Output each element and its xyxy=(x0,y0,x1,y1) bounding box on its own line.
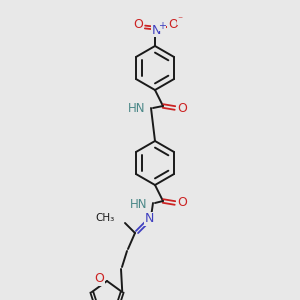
Text: O: O xyxy=(168,17,178,31)
Text: O: O xyxy=(94,272,104,286)
Text: ⁻: ⁻ xyxy=(177,15,183,25)
Text: O: O xyxy=(177,101,187,115)
Text: O: O xyxy=(177,196,187,209)
Text: N: N xyxy=(144,212,154,226)
Text: N: N xyxy=(151,23,161,37)
Text: O: O xyxy=(133,17,143,31)
Text: +: + xyxy=(158,21,166,31)
Text: HN: HN xyxy=(130,197,147,211)
Text: CH₃: CH₃ xyxy=(96,213,115,223)
Text: HN: HN xyxy=(128,103,145,116)
